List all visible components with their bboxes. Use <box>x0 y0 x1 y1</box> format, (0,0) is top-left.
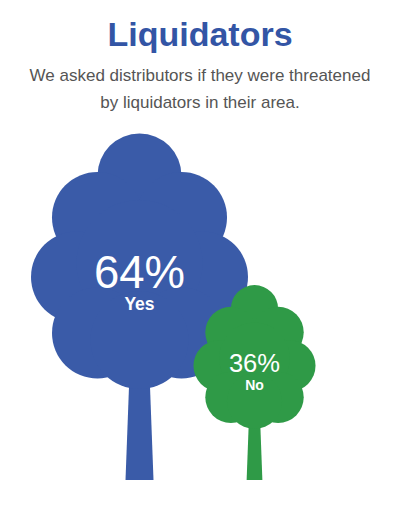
html-text:We asked distributors if they: We asked distributors if they were threa… <box>29 66 371 112</box>
svg-text:No: No <box>245 377 264 393</box>
svg-text:36%: 36% <box>229 349 280 377</box>
svg-text:64%: 64% <box>94 247 185 298</box>
svg-text:Yes: Yes <box>124 294 154 314</box>
html-text:Liquidators: Liquidators <box>107 15 293 53</box>
